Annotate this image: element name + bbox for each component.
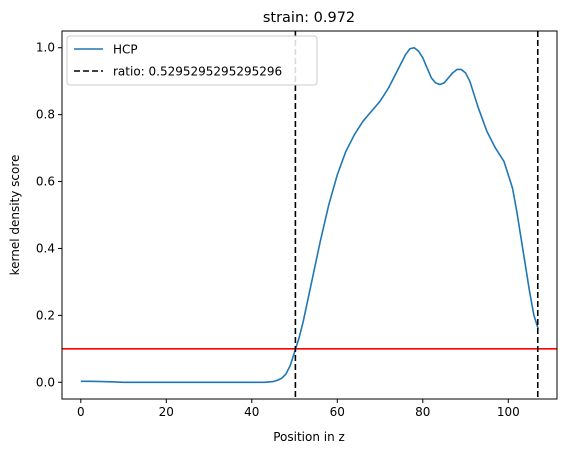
x-tick-label: 100 bbox=[497, 405, 520, 419]
x-tick-label: 40 bbox=[244, 405, 259, 419]
legend: HCP ratio: 0.5295295295295296 bbox=[66, 35, 318, 86]
y-tick-label: 0.0 bbox=[36, 375, 55, 389]
y-tick-label: 0.8 bbox=[36, 108, 55, 122]
y-axis-label: kernel density score bbox=[8, 155, 22, 276]
plot-frame bbox=[61, 30, 558, 400]
x-axis: 0 20 40 60 80 100 bbox=[77, 399, 520, 419]
x-tick-label: 20 bbox=[159, 405, 174, 419]
y-axis: 0.0 0.2 0.4 0.6 0.8 1.0 bbox=[36, 41, 62, 389]
legend-label: HCP bbox=[113, 43, 138, 57]
chart-title: strain: 0.972 bbox=[263, 10, 355, 26]
y-tick-label: 0.6 bbox=[36, 175, 55, 189]
legend-box bbox=[66, 35, 318, 86]
y-tick-label: 0.2 bbox=[36, 308, 55, 322]
x-tick-label: 0 bbox=[77, 405, 85, 419]
x-axis-label: Position in z bbox=[273, 430, 345, 444]
plot-area bbox=[62, 31, 557, 399]
y-tick-label: 0.4 bbox=[36, 241, 55, 255]
y-tick-label: 1.0 bbox=[36, 41, 55, 55]
x-tick-label: 80 bbox=[415, 405, 430, 419]
x-tick-label: 60 bbox=[330, 405, 345, 419]
legend-label: ratio: 0.5295295295295296 bbox=[113, 65, 282, 79]
series-line-hcp bbox=[80, 46, 539, 384]
